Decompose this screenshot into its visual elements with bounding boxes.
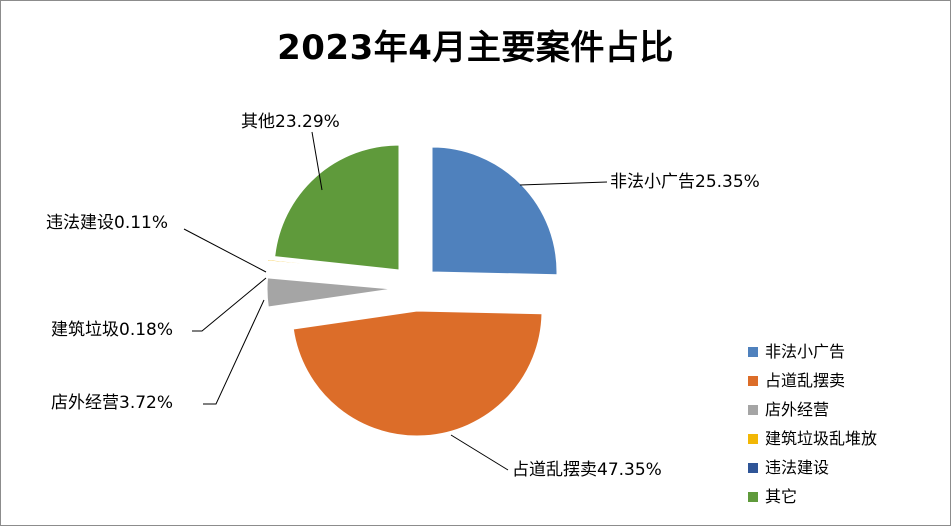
legend-swatch (748, 462, 758, 473)
legend-item: 建筑垃圾乱堆放 (748, 424, 877, 453)
leader-line-2 (450, 434, 509, 471)
pie-slice-5 (267, 258, 393, 273)
legend-label: 违法建设 (765, 458, 830, 477)
leader-line-1 (519, 181, 608, 186)
data-label-1: 非法小广告25.35% (610, 172, 760, 192)
pie-slice-3 (266, 277, 393, 308)
legend-item: 其它 (748, 482, 877, 511)
legend-swatch (748, 491, 758, 502)
legend-label: 其它 (765, 487, 798, 506)
legend-item: 店外经营 (748, 395, 877, 424)
legend-item: 违法建设 (748, 453, 877, 482)
data-label-4: 建筑垃圾0.18% (51, 320, 173, 340)
pie-slice-2 (292, 310, 543, 437)
legend: 非法小广告占道乱摆卖店外经营建筑垃圾乱堆放 违法建设其它 (748, 337, 877, 511)
legend-label: 占道乱摆卖 (765, 371, 846, 390)
data-label-6: 其他23.29% (241, 112, 340, 132)
legend-swatch (748, 404, 758, 415)
legend-label: 建筑垃圾乱堆放 (765, 429, 878, 448)
legend-swatch (748, 375, 758, 386)
legend-swatch (748, 346, 758, 357)
data-label-3: 店外经营3.72% (51, 393, 173, 413)
leader-line-6 (311, 131, 323, 191)
leader-line-5 (183, 228, 267, 273)
data-label-5: 违法建设0.11% (46, 213, 168, 233)
legend-label: 非法小广告 (765, 342, 846, 361)
legend-label: 店外经营 (765, 400, 830, 419)
chart-title: 2023年4月主要案件占比 (277, 28, 674, 68)
legend-swatch (748, 433, 758, 444)
leader-line-4 (192, 277, 267, 332)
leader-line-3 (203, 299, 265, 405)
legend-item: 非法小广告 (748, 337, 877, 366)
legend-item: 占道乱摆卖 (748, 366, 877, 395)
pie-slice-1 (431, 146, 558, 276)
pie-slice-6 (274, 144, 400, 271)
data-label-2: 占道乱摆卖47.35% (512, 460, 662, 480)
